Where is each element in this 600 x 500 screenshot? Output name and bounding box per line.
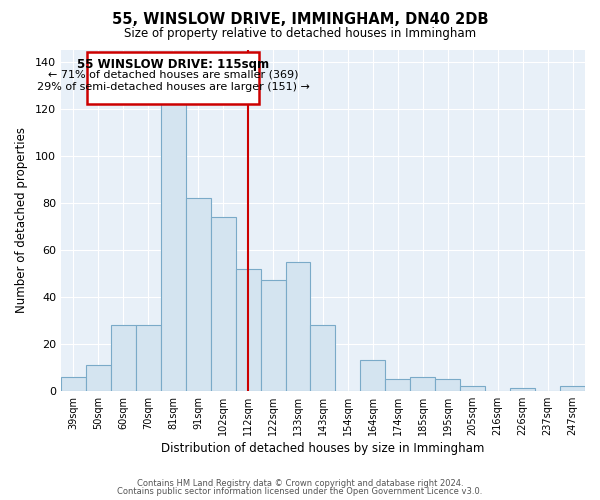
Bar xyxy=(460,386,485,391)
Bar xyxy=(211,217,236,391)
Text: 29% of semi-detached houses are larger (151) →: 29% of semi-detached houses are larger (… xyxy=(37,82,310,92)
Text: ← 71% of detached houses are smaller (369): ← 71% of detached houses are smaller (36… xyxy=(48,70,298,80)
Bar xyxy=(435,379,460,391)
Bar xyxy=(236,268,260,391)
FancyBboxPatch shape xyxy=(87,52,259,104)
Bar xyxy=(111,325,136,391)
Text: 55, WINSLOW DRIVE, IMMINGHAM, DN40 2DB: 55, WINSLOW DRIVE, IMMINGHAM, DN40 2DB xyxy=(112,12,488,28)
Bar xyxy=(361,360,385,391)
Bar xyxy=(510,388,535,391)
Text: Contains HM Land Registry data © Crown copyright and database right 2024.: Contains HM Land Registry data © Crown c… xyxy=(137,478,463,488)
Bar xyxy=(136,325,161,391)
Bar xyxy=(310,325,335,391)
Bar xyxy=(385,379,410,391)
Bar xyxy=(286,262,310,391)
Bar xyxy=(86,365,111,391)
Bar xyxy=(410,376,435,391)
Bar xyxy=(61,376,86,391)
Text: Size of property relative to detached houses in Immingham: Size of property relative to detached ho… xyxy=(124,28,476,40)
X-axis label: Distribution of detached houses by size in Immingham: Distribution of detached houses by size … xyxy=(161,442,485,455)
Text: Contains public sector information licensed under the Open Government Licence v3: Contains public sector information licen… xyxy=(118,487,482,496)
Bar xyxy=(161,78,186,391)
Text: 55 WINSLOW DRIVE: 115sqm: 55 WINSLOW DRIVE: 115sqm xyxy=(77,58,269,71)
Y-axis label: Number of detached properties: Number of detached properties xyxy=(15,128,28,314)
Bar xyxy=(560,386,585,391)
Bar xyxy=(260,280,286,391)
Bar xyxy=(186,198,211,391)
